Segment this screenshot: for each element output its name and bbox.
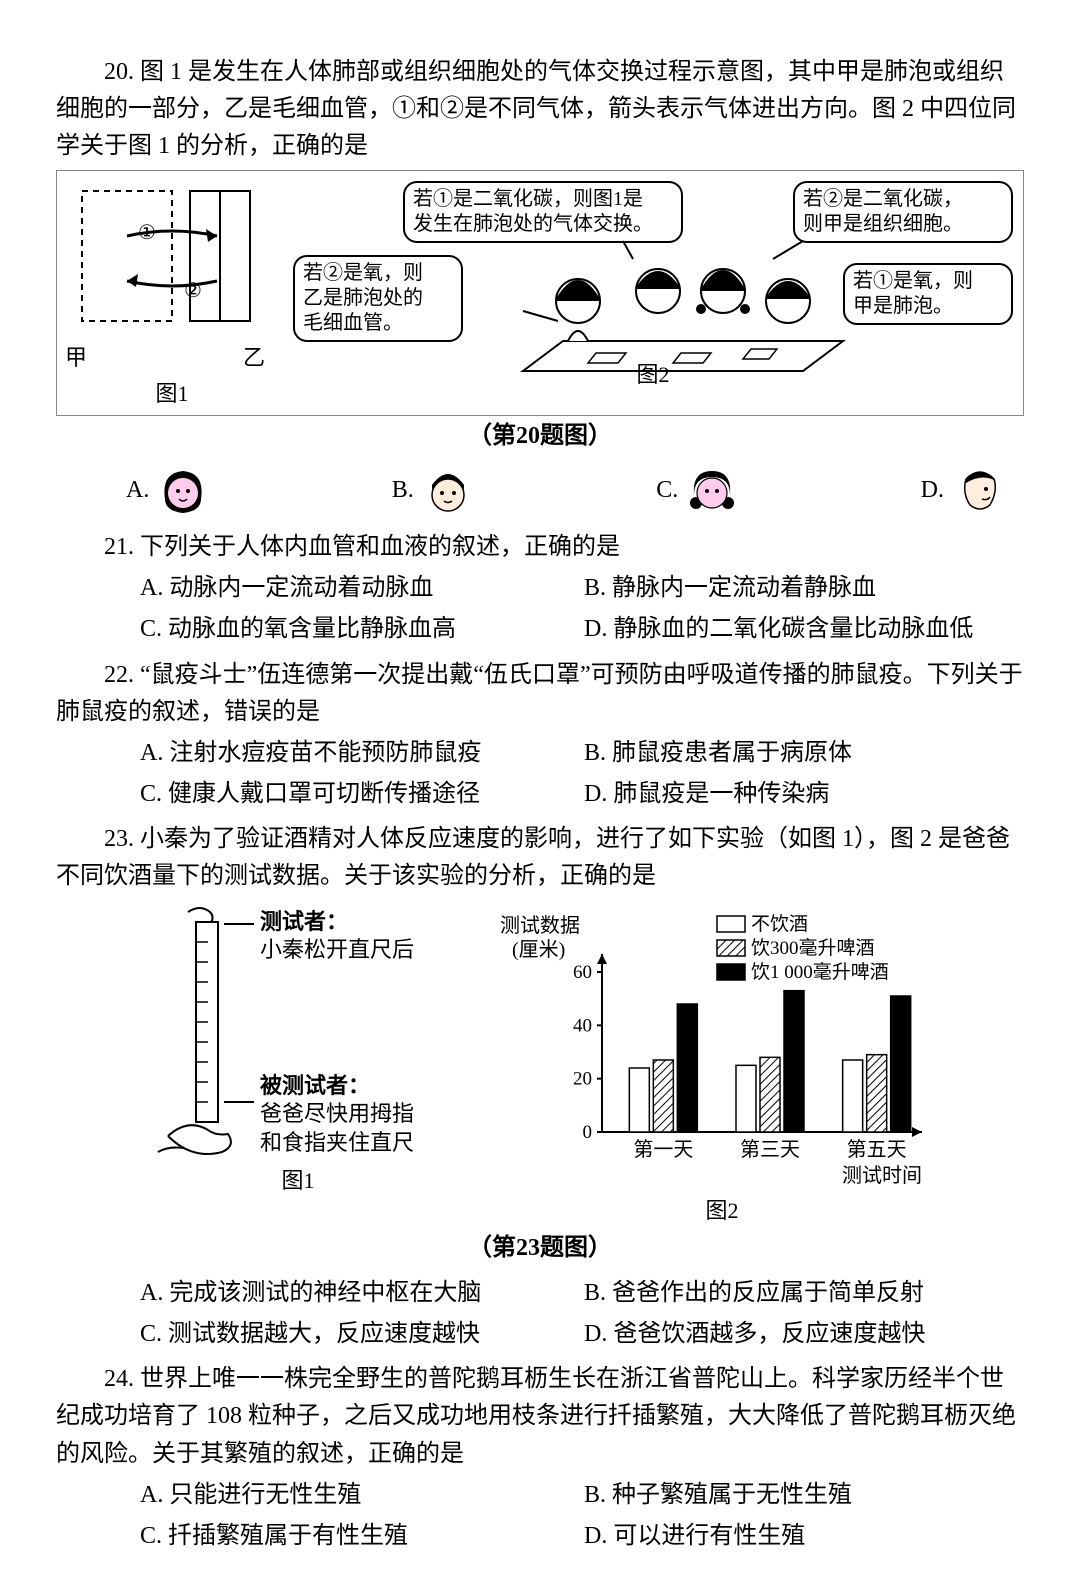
q21-opt-C[interactable]: C. 动脉血的氧含量比静脉血高: [136, 609, 580, 650]
svg-text:第五天: 第五天: [847, 1138, 907, 1161]
q20-options: A. B. C. D.: [56, 461, 1024, 523]
q20-opt-B-label: B.: [392, 472, 414, 509]
q23-num: 23.: [104, 826, 134, 852]
q23-fig1: 测试者： 小秦松开直尺后 被测试者： 爸爸尽快用拇指 和食指夹住直尺: [128, 902, 468, 1162]
girl-pigtails-icon: [686, 465, 738, 517]
q23-tester-title: 测试者：: [260, 908, 414, 937]
svg-text:第三天: 第三天: [740, 1138, 800, 1161]
q21-stem: 21. 下列关于人体内血管和血液的叙述，正确的是: [56, 529, 1024, 566]
q23-central-caption: （第23题图）: [56, 1230, 1024, 1267]
q20-central-caption: （第20题图）: [56, 418, 1024, 455]
q21-opt-B[interactable]: B. 静脉内一定流动着静脉血: [580, 568, 1024, 609]
q23-stem: 23. 小秦为了验证酒精对人体反应速度的影响，进行了如下实验（如图 1），图 2…: [56, 821, 1024, 895]
q20-fig2: 若①是二氧化碳，则图1是 发生在肺泡处的气体交换。 若②是二氧化碳， 则甲是组织…: [293, 181, 1013, 391]
q20-fig1-label-right: 乙: [243, 341, 265, 375]
q20-opt-B[interactable]: B.: [392, 465, 474, 517]
q24-opt-B[interactable]: B. 种子繁殖属于无性生殖: [580, 1475, 1024, 1516]
svg-text:0: 0: [583, 1122, 593, 1143]
q20-stem: 20. 图 1 是发生在人体肺部或组织细胞处的气体交换过程示意图，其中甲是肺泡或…: [56, 54, 1024, 166]
q21-opt-A[interactable]: A. 动脉内一定流动着动脉血: [136, 568, 580, 609]
q23-subject-line1: 爸爸尽快用拇指: [260, 1100, 414, 1129]
q21-options: A. 动脉内一定流动着动脉血 B. 静脉内一定流动着静脉血 C. 动脉血的氧含量…: [56, 568, 1024, 650]
q23-fig1-col: 测试者： 小秦松开直尺后 被测试者： 爸爸尽快用拇指 和食指夹住直尺 图1: [128, 902, 468, 1198]
q20-stem-text: 图 1 是发生在人体肺部或组织细胞处的气体交换过程示意图，其中甲是肺泡或组织细胞…: [56, 59, 1016, 159]
q24-opt-C[interactable]: C. 扦插繁殖属于有性生殖: [136, 1516, 580, 1557]
svg-text:20: 20: [573, 1068, 592, 1089]
boy-side-head-icon: [952, 465, 1004, 517]
q22-options: A. 注射水痘疫苗不能预防肺鼠疫 B. 肺鼠疫患者属于病原体 C. 健康人戴口罩…: [56, 733, 1024, 815]
q20-opt-D[interactable]: D.: [921, 465, 1004, 517]
q20-fig1-svg: ① ②: [72, 181, 272, 341]
q24-stem: 24. 世界上唯一一株完全野生的普陀鹅耳枥生长在浙江省普陀山上。科学家历经半个世…: [56, 1361, 1024, 1473]
q23-fig2-caption: 图2: [705, 1194, 738, 1228]
girl-head-icon: [157, 465, 209, 517]
q22-opt-B[interactable]: B. 肺鼠疫患者属于病原体: [580, 733, 1024, 774]
q22-opt-C[interactable]: C. 健康人戴口罩可切断传播途径: [136, 774, 580, 815]
q22-stem: 22. “鼠疫斗士”伍连德第一次提出戴“伍氏口罩”可预防由呼吸道传播的肺鼠疫。下…: [56, 657, 1024, 731]
q21-stem-text: 下列关于人体内血管和血液的叙述，正确的是: [140, 534, 620, 560]
q23-subject-line2: 和食指夹住直尺: [260, 1129, 414, 1158]
q20-fig2-caption: 图2: [636, 358, 669, 392]
q20-opt-C[interactable]: C.: [656, 465, 738, 517]
q20-fig1-label-left: 甲: [65, 341, 87, 375]
q23-fig2-col: 测试数据(厘米) 不饮酒饮300毫升啤酒饮1 000毫升啤酒 0 20 40 60 第一天 第…: [492, 902, 952, 1228]
q23-opt-D[interactable]: D. 爸爸饮酒越多，反应速度越快: [580, 1314, 1024, 1355]
svg-text:60: 60: [573, 962, 592, 983]
q20-opt-C-label: C.: [656, 472, 678, 509]
svg-text:第一天: 第一天: [633, 1138, 693, 1161]
q20-opt-A-label: A.: [126, 472, 149, 509]
q20-fig1: ① ② 甲 乙 图1: [67, 181, 277, 411]
q22-stem-text: “鼠疫斗士”伍连德第一次提出戴“伍氏口罩”可预防由呼吸道传播的肺鼠疫。下列关于肺…: [56, 662, 1023, 725]
q20-figure-box: ① ② 甲 乙 图1 若①是二氧化碳，则图1是 发生在肺泡处的气体交换。 若②是…: [56, 170, 1024, 416]
svg-text:40: 40: [573, 1015, 592, 1036]
q24-opt-D[interactable]: D. 可以进行有性生殖: [580, 1516, 1024, 1557]
q20-opt-A[interactable]: A.: [126, 465, 209, 517]
q23-bar-chart: 测试数据(厘米) 不饮酒饮300毫升啤酒饮1 000毫升啤酒 0 20 40 60 第一天 第…: [492, 902, 952, 1192]
q22-opt-D[interactable]: D. 肺鼠疫是一种传染病: [580, 774, 1024, 815]
q23-options: A. 完成该测试的神经中枢在大脑 B. 爸爸作出的反应属于简单反射 C. 测试数…: [56, 1273, 1024, 1355]
svg-text:测试数据: 测试数据: [500, 914, 580, 937]
svg-text:饮1 000毫升啤酒: 饮1 000毫升啤酒: [751, 961, 889, 983]
q24-opt-A[interactable]: A. 只能进行无性生殖: [136, 1475, 580, 1516]
q23-fig1-caption: 图1: [281, 1164, 314, 1198]
q22-opt-A[interactable]: A. 注射水痘疫苗不能预防肺鼠疫: [136, 733, 580, 774]
q23-stem-text: 小秦为了验证酒精对人体反应速度的影响，进行了如下实验（如图 1），图 2 是爸爸…: [56, 826, 1010, 889]
q23-subject-title: 被测试者：: [260, 1072, 414, 1101]
q23-tester-line: 小秦松开直尺后: [260, 936, 414, 965]
svg-text:②: ②: [184, 280, 202, 302]
q23-opt-B[interactable]: B. 爸爸作出的反应属于简单反射: [580, 1273, 1024, 1314]
boy-head-icon: [422, 465, 474, 517]
q23-opt-A[interactable]: A. 完成该测试的神经中枢在大脑: [136, 1273, 580, 1314]
svg-text:饮300毫升啤酒: 饮300毫升啤酒: [751, 937, 875, 959]
svg-text:测试时间: 测试时间: [842, 1164, 922, 1187]
q20-opt-D-label: D.: [921, 472, 944, 509]
q21-num: 21.: [104, 534, 134, 560]
svg-text:(厘米): (厘米): [512, 938, 565, 961]
q21-opt-D[interactable]: D. 静脉血的二氧化碳含量比动脉血低: [580, 609, 1024, 650]
q20-fig1-caption: 图1: [155, 377, 188, 411]
q22-num: 22.: [104, 662, 134, 688]
q23-figures: 测试者： 小秦松开直尺后 被测试者： 爸爸尽快用拇指 和食指夹住直尺 图1 测试…: [56, 902, 1024, 1228]
q20-num: 20.: [104, 59, 134, 85]
svg-text:不饮酒: 不饮酒: [751, 913, 808, 935]
q24-num: 24.: [104, 1366, 134, 1392]
q23-opt-C[interactable]: C. 测试数据越大，反应速度越快: [136, 1314, 580, 1355]
q24-options: A. 只能进行无性生殖 B. 种子繁殖属于无性生殖 C. 扦插繁殖属于有性生殖 …: [56, 1475, 1024, 1557]
svg-text:①: ①: [138, 222, 156, 244]
